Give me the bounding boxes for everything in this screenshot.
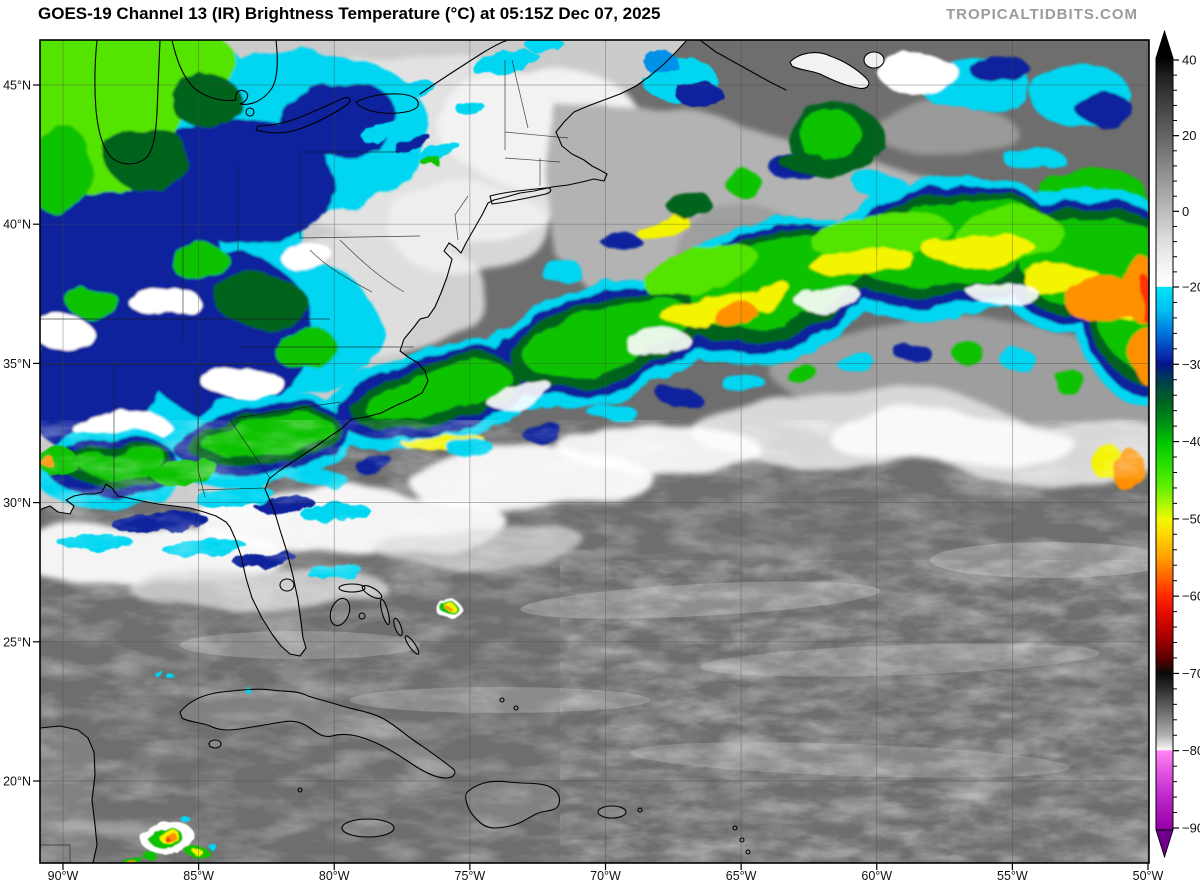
colorbar-arrow-top (1155, 29, 1174, 59)
lon-label: 90°W (48, 869, 79, 883)
convective-cells (122, 599, 461, 863)
lon-label: 60°W (861, 869, 892, 883)
lat-lon-grid (40, 40, 1149, 863)
colorbar-bar (1155, 57, 1174, 831)
colorbar-tick-label: −60 (1182, 589, 1200, 604)
colorbar-tick-label: −50 (1182, 511, 1200, 526)
satellite-imagery (40, 40, 1149, 863)
lat-label: 40°N (3, 218, 31, 232)
watermark: TROPICALTIDBITS.COM (945, 6, 1138, 23)
colorbar-tick-label: −90 (1182, 821, 1200, 836)
lon-label: 70°W (590, 869, 621, 883)
colorbar-tick-label: −30 (1182, 357, 1200, 372)
lat-label: 45°N (3, 79, 31, 93)
band-white-gaps (486, 278, 1034, 410)
colorbar-tick-label: −80 (1182, 743, 1200, 758)
lat-label: 25°N (3, 635, 31, 649)
lon-label: 65°W (726, 869, 757, 883)
colorbar-arrow-bottom (1155, 829, 1174, 859)
coastlines (40, 40, 885, 863)
colorbar-tick-label: 0 (1182, 204, 1189, 219)
lon-label: 55°W (997, 869, 1028, 883)
colorbar-tick-label: −40 (1182, 434, 1200, 449)
lat-label: 35°N (3, 357, 31, 371)
map-axes: 45°N 40°N 35°N 30°N 25°N 20°N 90°W 85°W 80°W 75°W… (3, 79, 1163, 884)
lon-label: 80°W (319, 869, 350, 883)
lon-label: 85°W (183, 869, 214, 883)
lat-label: 20°N (3, 775, 31, 789)
colorbar-tick-label: −70 (1182, 666, 1200, 681)
page-title: GOES-19 Channel 13 (IR) Brightness Tempe… (38, 4, 661, 23)
colorbar-tick-label: 20 (1182, 128, 1196, 143)
lon-label: 50°W (1133, 869, 1164, 883)
lon-label: 75°W (455, 869, 486, 883)
lat-label: 30°N (3, 496, 31, 510)
colorbar-tick-label: 40 (1182, 53, 1196, 68)
map-frame (39, 39, 1150, 864)
colorbar-tick-label: −20 (1182, 279, 1200, 294)
colorbar: 40 20 0 −20 −30 −40 −50 −60 −70 −80 −90 (1155, 29, 1200, 859)
band-orange-cores (713, 258, 1149, 492)
state-borders (40, 59, 569, 863)
